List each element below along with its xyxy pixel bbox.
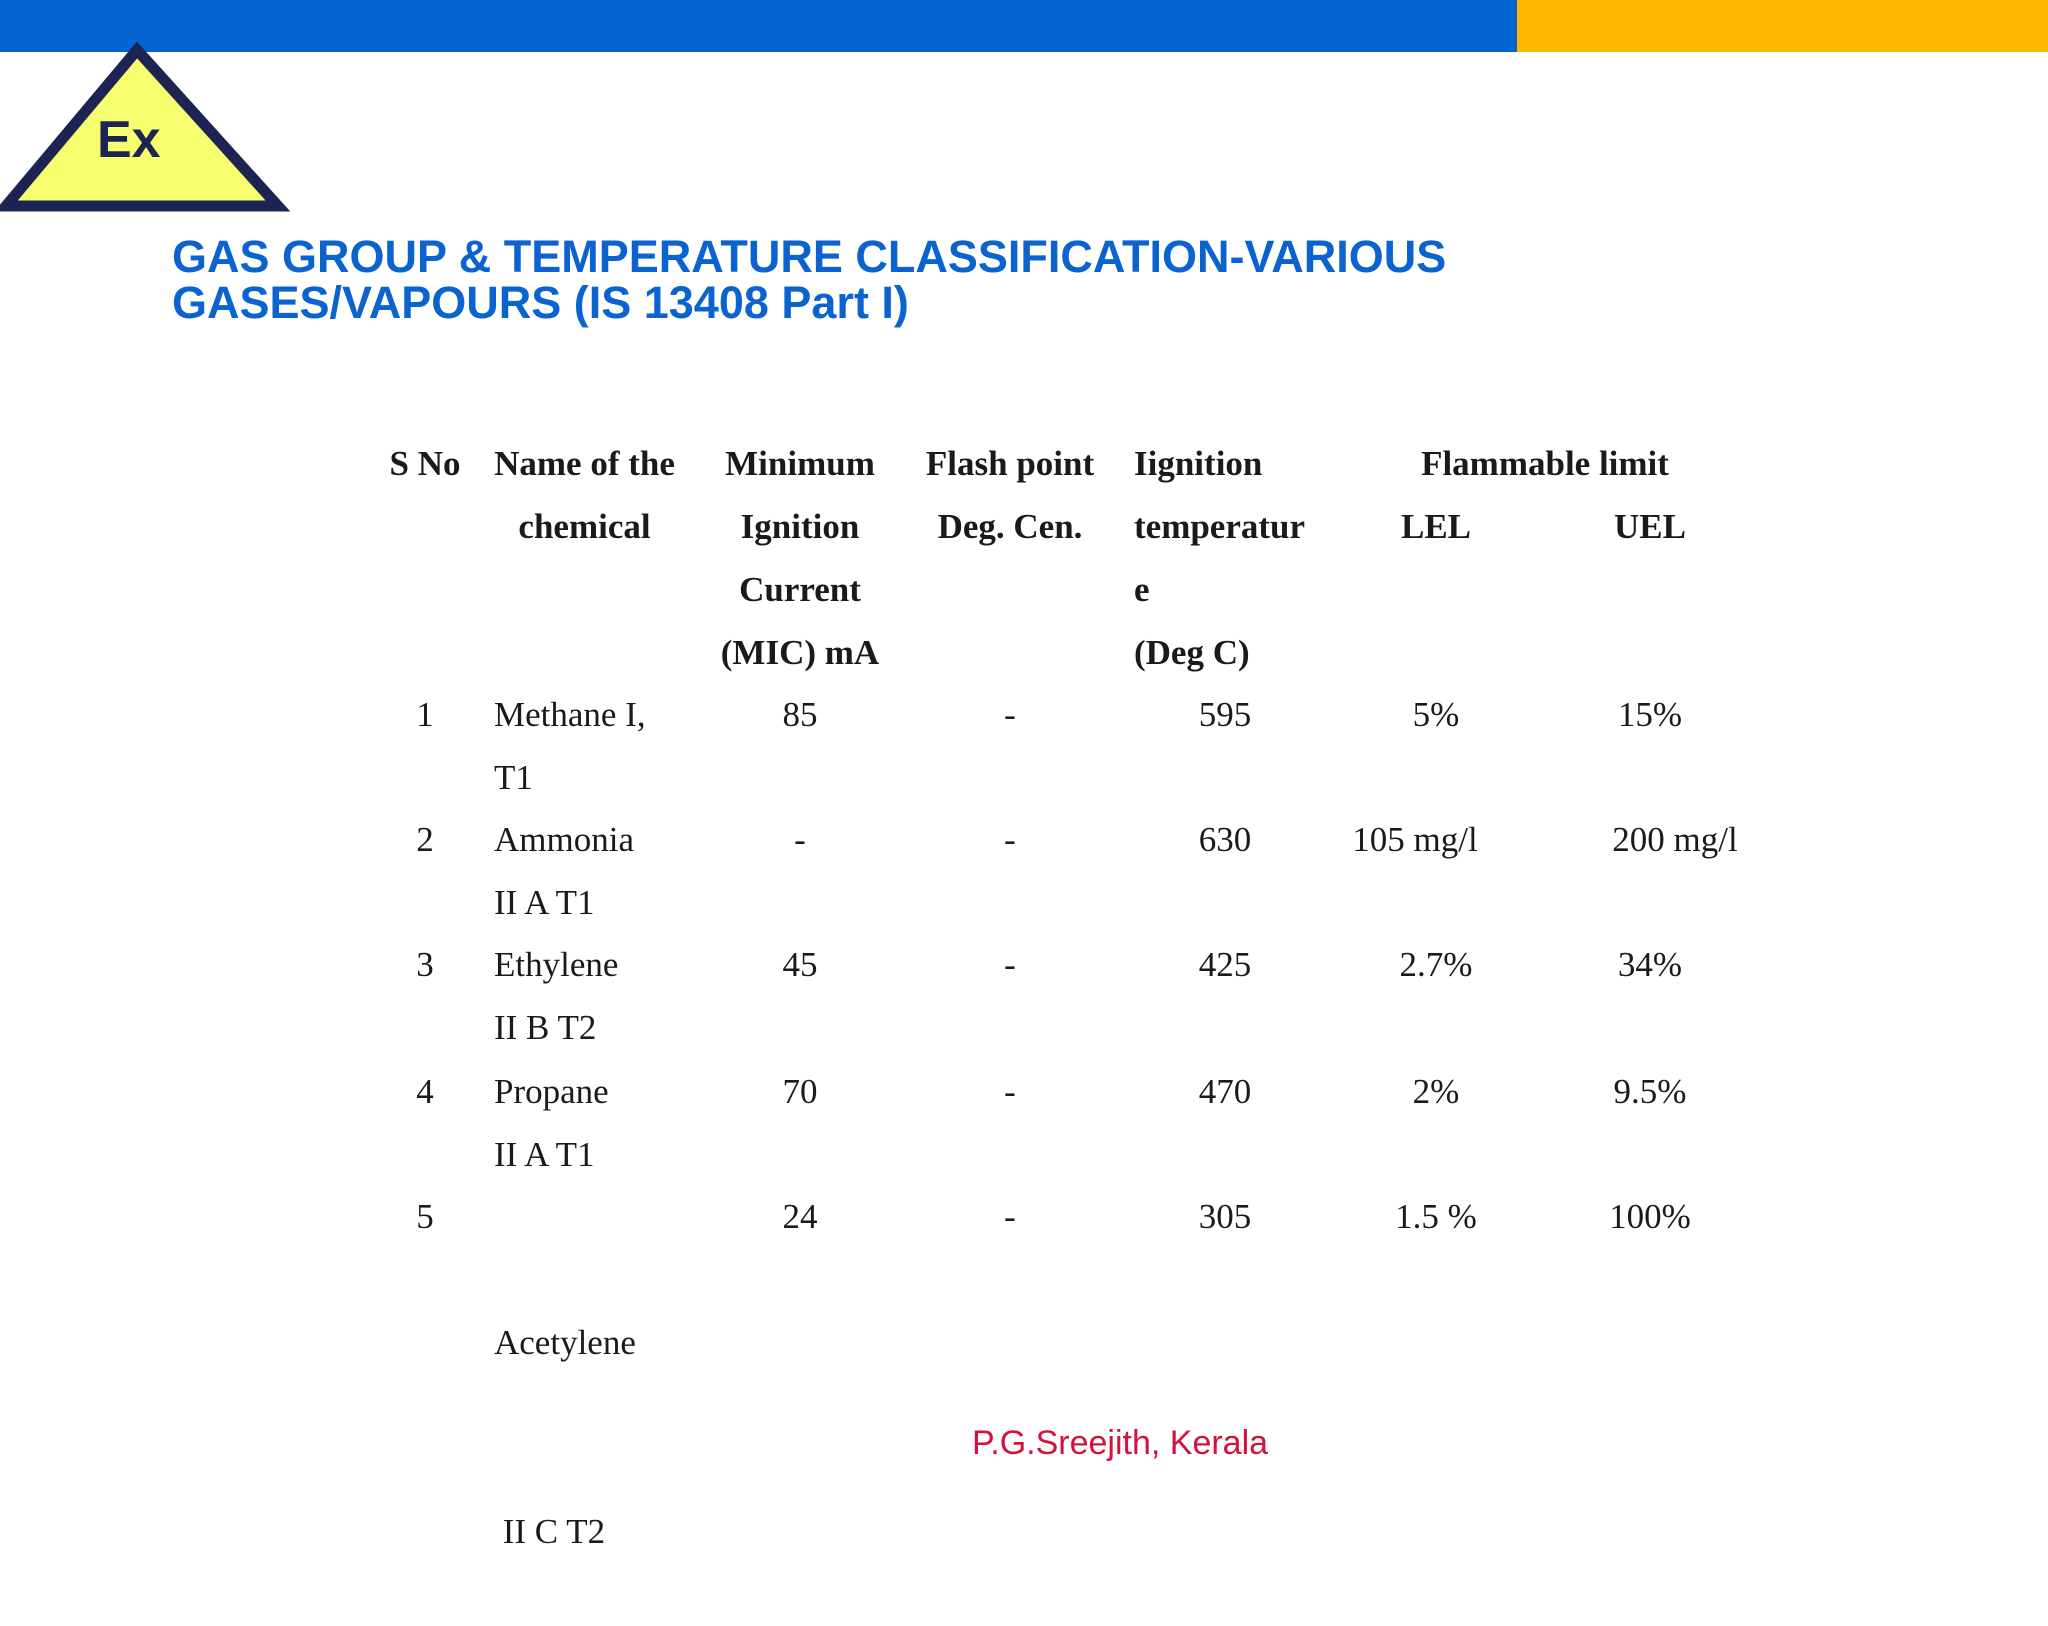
row-1-name-line-2: T1 — [494, 758, 533, 797]
row-4-name-line-2: II A T1 — [494, 1135, 595, 1174]
row-2-sno: 2 — [416, 820, 434, 859]
row-3-lel: 2.7% — [1399, 945, 1473, 984]
row-3-flash: - — [1004, 945, 1016, 984]
row-3-name-line-1: Ethylene — [494, 945, 619, 984]
row-1-lel: 5% — [1412, 695, 1460, 734]
header-name-line-1: Name of the — [494, 444, 675, 483]
row-5-name: Acetylene II C T2 — [494, 1185, 694, 1626]
header-mic: Minimum Ignition Current (MIC) mA — [700, 432, 900, 684]
header-sno: S No — [389, 444, 461, 483]
row-5-name-line-2: II C T2 — [494, 1512, 606, 1551]
explosion-proof-triangle-icon — [0, 42, 290, 214]
row-5-flash: - — [1004, 1197, 1016, 1236]
page-title-line-2: GASES/VAPOURS (IS 13408 Part I) — [172, 277, 909, 328]
row-2-name-line-2: II A T1 — [494, 883, 595, 922]
page-title-line-1: GAS GROUP & TEMPERATURE CLASSIFICATION-V… — [172, 231, 1447, 282]
row-5-lel: 1.5 % — [1395, 1197, 1477, 1236]
row-2-flash: - — [1004, 820, 1016, 859]
row-1-name-line-1: Methane I, — [494, 695, 646, 734]
top-bar-gold — [1517, 0, 2048, 52]
row-1-mic: 85 — [782, 695, 818, 734]
header-uel: UEL — [1614, 507, 1686, 546]
header-ign-line-1: Iignition — [1134, 444, 1263, 483]
header-mic-line-4: (MIC) mA — [720, 633, 880, 672]
row-3-uel: 34% — [1617, 945, 1683, 984]
header-lel: LEL — [1400, 507, 1472, 546]
row-4-name-line-1: Propane — [494, 1072, 609, 1111]
header-ignition-temperature: Iignition temperatur e (Deg C) — [1134, 432, 1334, 684]
row-3-name-line-2: II B T2 — [494, 1008, 597, 1047]
row-4-sno: 4 — [416, 1072, 434, 1111]
ex-logo-text: Ex — [97, 111, 161, 169]
row-5-mic: 24 — [782, 1197, 818, 1236]
page-title: GAS GROUP & TEMPERATURE CLASSIFICATION-V… — [172, 234, 1492, 326]
header-mic-line-2: Ignition — [740, 507, 860, 546]
header-flash-point: Flash point Deg. Cen. — [915, 432, 1105, 558]
header-flammable-limit: Flammable limit — [1421, 444, 1669, 483]
header-name: Name of the chemical — [487, 432, 682, 558]
row-1-uel: 15% — [1617, 695, 1683, 734]
row-1-sno: 1 — [416, 695, 434, 734]
footer-author: P.G.Sreejith, Kerala — [971, 1424, 1269, 1462]
row-5-uel: 100% — [1609, 1197, 1691, 1236]
row-3-name: Ethylene II B T2 — [494, 933, 694, 1059]
top-bar-blue — [0, 0, 1517, 52]
row-3-ignition: 425 — [1198, 945, 1252, 984]
header-ign-line-3: e — [1134, 570, 1150, 609]
row-4-uel: 9.5% — [1613, 1072, 1687, 1111]
row-2-name-line-1: Ammonia — [494, 820, 634, 859]
row-4-name: Propane II A T1 — [494, 1060, 694, 1186]
header-mic-line-1: Minimum — [725, 444, 875, 483]
row-4-ignition: 470 — [1198, 1072, 1252, 1111]
row-5-ignition: 305 — [1198, 1197, 1252, 1236]
row-2-mic: - — [794, 820, 806, 859]
header-mic-line-3: Current — [739, 570, 861, 609]
row-5-sno: 5 — [416, 1197, 434, 1236]
row-2-lel: 105 mg/l — [1352, 820, 1478, 859]
header-ign-line-4: (Deg C) — [1134, 633, 1250, 672]
row-1-name: Methane I, T1 — [494, 683, 694, 809]
row-2-name: Ammonia II A T1 — [494, 808, 694, 934]
row-3-mic: 45 — [782, 945, 818, 984]
row-1-ignition: 595 — [1198, 695, 1252, 734]
row-2-ignition: 630 — [1198, 820, 1252, 859]
header-flash-line-1: Flash point — [925, 444, 1095, 483]
row-2-uel: 200 mg/l — [1612, 820, 1738, 859]
row-3-sno: 3 — [416, 945, 434, 984]
row-4-mic: 70 — [782, 1072, 818, 1111]
header-name-line-2: chemical — [518, 507, 651, 546]
row-4-lel: 2% — [1412, 1072, 1460, 1111]
header-flash-line-2: Deg. Cen. — [937, 507, 1083, 546]
row-4-flash: - — [1004, 1072, 1016, 1111]
header-ign-line-2: temperatur — [1134, 507, 1306, 546]
row-1-flash: - — [1004, 695, 1016, 734]
row-5-name-line-1: Acetylene — [494, 1323, 636, 1362]
